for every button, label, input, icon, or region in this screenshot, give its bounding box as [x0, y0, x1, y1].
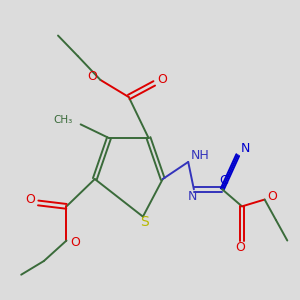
Text: CH₃: CH₃	[53, 115, 73, 125]
Text: O: O	[268, 190, 277, 202]
Text: O: O	[236, 241, 245, 254]
Text: S: S	[140, 215, 149, 229]
Text: N: N	[188, 190, 197, 202]
Text: O: O	[25, 193, 35, 206]
Text: O: O	[158, 73, 167, 86]
Text: NH: NH	[191, 149, 210, 162]
Text: O: O	[70, 236, 80, 249]
Text: O: O	[87, 70, 97, 83]
Text: N: N	[241, 142, 250, 155]
Text: C: C	[219, 174, 228, 187]
